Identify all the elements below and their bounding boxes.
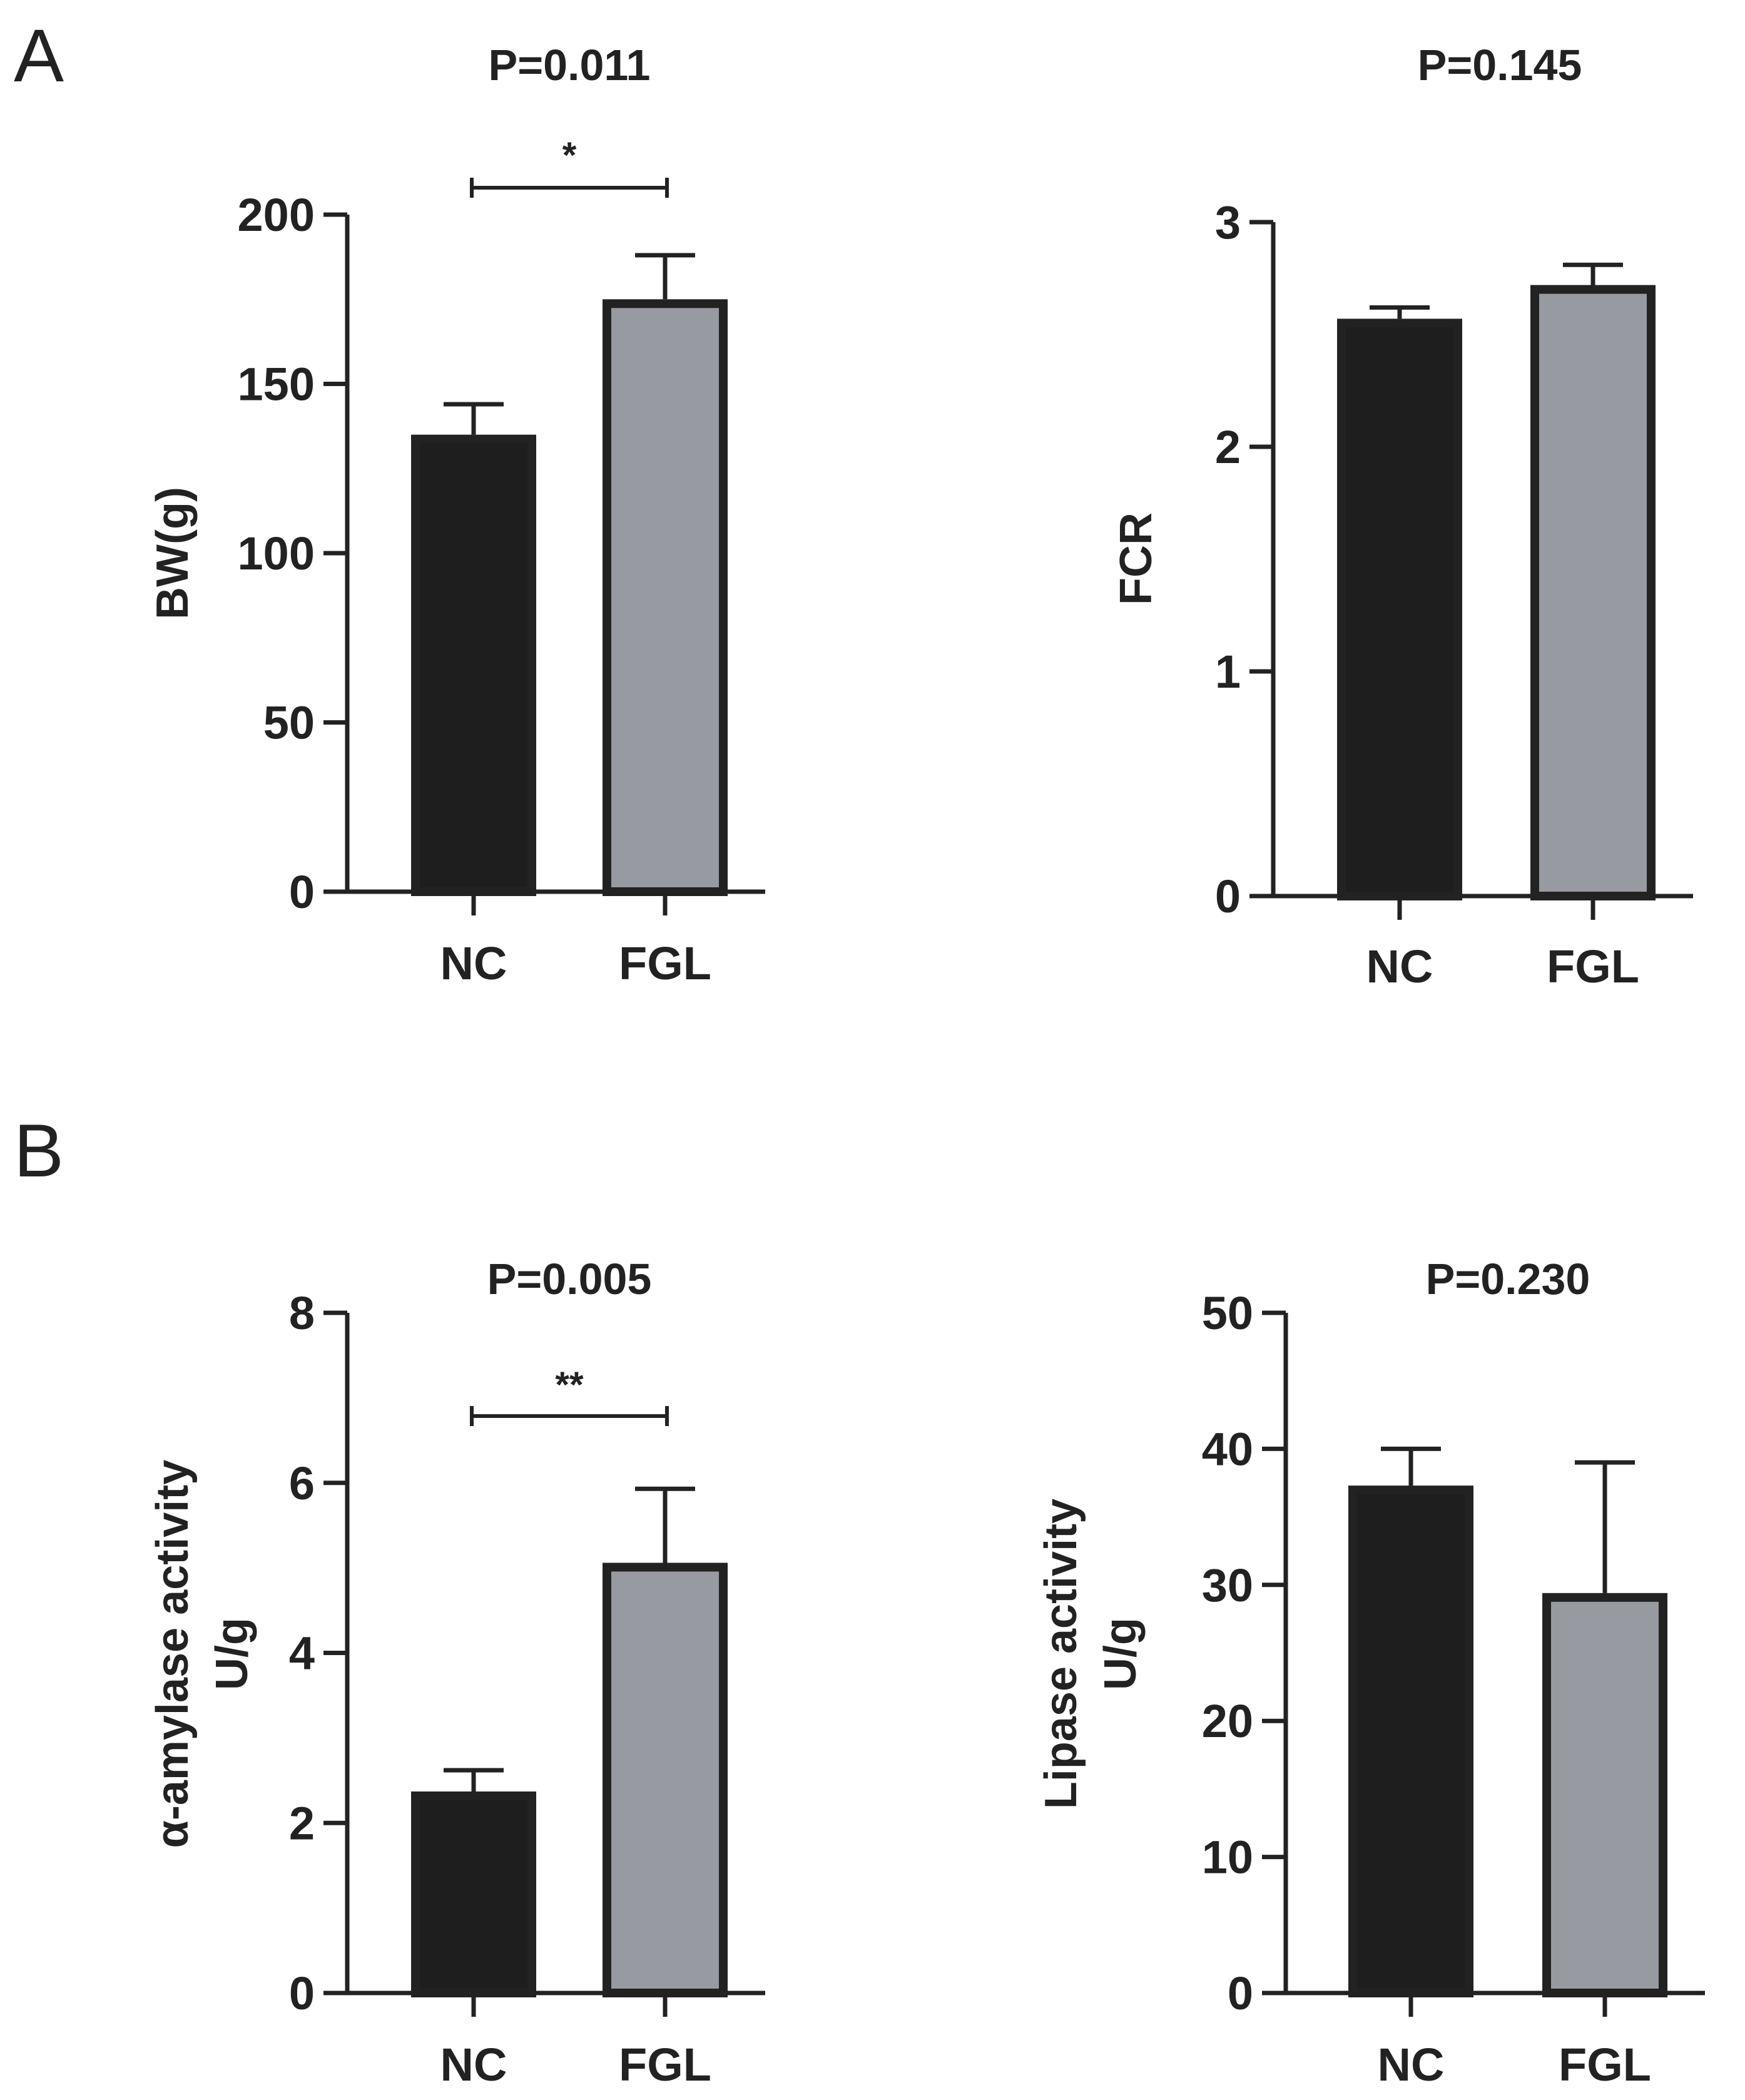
significance-label: * (562, 135, 577, 176)
category-label: FGL (1559, 2039, 1651, 2091)
chart-title: P=0.011 (489, 41, 651, 89)
bar-fgl (603, 1562, 728, 1997)
y-tick-label: 0 (1215, 870, 1241, 922)
chart-title: P=0.145 (1418, 41, 1582, 89)
y-tick-label: 3 (1215, 196, 1241, 248)
y-tick-label: 100 (238, 528, 315, 579)
chart-title: P=0.230 (1426, 1255, 1590, 1303)
bar-fgl (603, 299, 728, 896)
panel-letter-a: A (14, 14, 64, 98)
y-tick-label: 30 (1202, 1559, 1253, 1611)
y-axis-label: BW(g) (148, 487, 198, 619)
y-tick-label: 150 (238, 359, 315, 410)
chart-title: P=0.005 (487, 1255, 652, 1303)
y-tick-label: 8 (289, 1287, 315, 1339)
y-tick-label: 2 (289, 1797, 315, 1849)
y-axis-label: α-amylase activity (148, 1460, 198, 1848)
category-label: NC (440, 2039, 507, 2091)
chart-1: P=0.011 0 50 100 150 200 BW(g) NC FGL * (148, 41, 765, 989)
bar-fgl (1542, 1593, 1667, 1997)
y-axis-label: FCR (1111, 512, 1161, 605)
y-tick-label: 2 (1215, 421, 1241, 473)
y-tick-label: 20 (1202, 1695, 1253, 1747)
y-tick-label: 0 (289, 1967, 315, 2019)
y-tick-label: 200 (238, 189, 315, 241)
bar-fgl (1530, 285, 1656, 900)
category-label: FGL (619, 2039, 711, 2091)
category-label: FGL (1547, 940, 1639, 992)
chart-3: P=0.005 0 2 4 6 8 α-amylase activity U/g NC FGL ** (148, 1255, 765, 2091)
y-axis-label-line2: U/g (207, 1618, 257, 1690)
y-tick-label: 50 (263, 697, 315, 749)
bar-nc (411, 1791, 536, 1998)
y-tick-label: 0 (289, 866, 315, 918)
category-label: NC (1378, 2039, 1445, 2091)
y-tick-label: 50 (1202, 1287, 1253, 1339)
bar-nc (1348, 1486, 1473, 1997)
y-tick-label: 40 (1202, 1423, 1253, 1475)
chart-4: P=0.230 0 10 20 30 40 50 Lipase activity U/g NC FG… (1036, 1255, 1705, 2091)
y-tick-label: 1 (1215, 646, 1241, 698)
y-tick-label: 0 (1228, 1967, 1253, 2019)
y-axis-label: Lipase activity (1036, 1499, 1086, 1809)
category-label: FGL (619, 937, 711, 989)
bar-nc (1337, 319, 1462, 900)
bar-nc (411, 434, 536, 896)
category-label: NC (440, 937, 507, 989)
category-label: NC (1366, 940, 1433, 992)
significance-label: ** (555, 1365, 584, 1405)
y-tick-label: 6 (289, 1457, 315, 1509)
y-tick-label: 10 (1202, 1832, 1253, 1883)
y-tick-label: 4 (289, 1628, 315, 1679)
chart-2: P=0.145 0 1 2 3 FCR NC FGL (1111, 41, 1693, 992)
panel-letter-b: B (14, 1109, 64, 1193)
y-axis-label-line2: U/g (1096, 1618, 1146, 1690)
